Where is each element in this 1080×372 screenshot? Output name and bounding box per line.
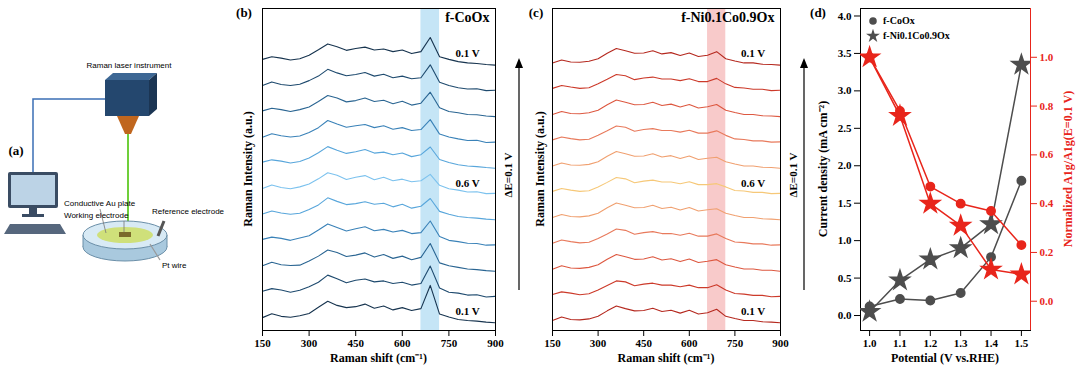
html-text:f-Ni0.1Co0.9Ox: f-Ni0.1Co0.9Ox xyxy=(883,30,950,41)
svg-text:2.5: 2.5 xyxy=(838,122,852,134)
html-text:(b): (b) xyxy=(236,4,252,20)
svg-text:Conductive Au plate: Conductive Au plate xyxy=(64,199,136,208)
svg-text:1.1: 1.1 xyxy=(893,337,907,349)
svg-text:600: 600 xyxy=(681,337,698,349)
svg-text:150: 150 xyxy=(254,337,271,349)
svg-text:1.4: 1.4 xyxy=(984,337,998,349)
svg-text:0.6 V: 0.6 V xyxy=(455,177,479,189)
svg-text:0.8: 0.8 xyxy=(1040,100,1054,112)
svg-text:0.0: 0.0 xyxy=(838,309,852,321)
svg-text:0.1 V: 0.1 V xyxy=(741,47,765,59)
html-text:Raman Intensity (a.u.): Raman Intensity (a.u.) xyxy=(533,111,547,227)
html-text:ΔE=0.1 V: ΔE=0.1 V xyxy=(501,152,514,198)
svg-text:3.5: 3.5 xyxy=(838,47,852,59)
html-text:Normalized A1g/A1g(E=0.1 V): Normalized A1g/A1g(E=0.1 V) xyxy=(1061,90,1075,248)
svg-text:0.1 V: 0.1 V xyxy=(741,305,765,317)
svg-text:1.3: 1.3 xyxy=(954,337,968,349)
svg-text:1.2: 1.2 xyxy=(923,337,937,349)
svg-text:f-Ni0.1Co0.9Ox: f-Ni0.1Co0.9Ox xyxy=(681,10,774,25)
svg-text:900: 900 xyxy=(772,337,789,349)
svg-text:0.1 V: 0.1 V xyxy=(455,47,479,59)
html-text:Raman shift (cm⁻¹): Raman shift (cm⁻¹) xyxy=(617,351,715,365)
html-text:(c): (c) xyxy=(528,4,544,20)
svg-text:2.0: 2.0 xyxy=(838,159,852,171)
html-text:(d): (d) xyxy=(810,4,826,20)
svg-text:0.1 V: 0.1 V xyxy=(455,305,479,317)
svg-text:750: 750 xyxy=(727,337,744,349)
svg-text:Reference electrode: Reference electrode xyxy=(152,207,225,216)
svg-text:1.0: 1.0 xyxy=(863,337,877,349)
svg-text:750: 750 xyxy=(441,337,458,349)
html-text:Raman shift (cm⁻¹): Raman shift (cm⁻¹) xyxy=(330,351,427,365)
svg-text:1.5: 1.5 xyxy=(838,197,852,209)
svg-text:300: 300 xyxy=(590,337,607,349)
html-text:f-CoOx: f-CoOx xyxy=(883,15,915,26)
svg-text:f-CoOx: f-CoOx xyxy=(445,10,489,25)
html-text:Potential (V vs.RHE): Potential (V vs.RHE) xyxy=(890,351,1000,365)
svg-text:4.0: 4.0 xyxy=(838,10,852,22)
svg-text:1.0: 1.0 xyxy=(838,234,852,246)
svg-text:450: 450 xyxy=(635,337,652,349)
svg-text:450: 450 xyxy=(347,337,364,349)
svg-text:0.6: 0.6 xyxy=(1040,148,1054,160)
svg-text:Raman laser instrument: Raman laser instrument xyxy=(87,61,173,70)
svg-text:0.5: 0.5 xyxy=(838,272,852,284)
html-text:Current density (mA cm⁻²): Current density (mA cm⁻²) xyxy=(816,100,830,238)
html-text:(a): (a) xyxy=(8,142,24,158)
svg-text:600: 600 xyxy=(394,337,411,349)
svg-text:900: 900 xyxy=(487,337,504,349)
html-text:ΔE=0.1 V: ΔE=0.1 V xyxy=(786,152,799,198)
svg-text:0.6 V: 0.6 V xyxy=(741,177,765,189)
svg-text:300: 300 xyxy=(301,337,318,349)
svg-text:0.0: 0.0 xyxy=(1040,295,1054,307)
html-text:Raman Intensity (a.u.): Raman Intensity (a.u.) xyxy=(241,111,255,227)
svg-text:1.0: 1.0 xyxy=(1040,51,1054,63)
svg-text:0.4: 0.4 xyxy=(1040,197,1054,209)
svg-text:Pt wire: Pt wire xyxy=(162,261,187,270)
svg-text:150: 150 xyxy=(544,337,561,349)
svg-text:3.0: 3.0 xyxy=(838,84,852,96)
svg-text:0.2: 0.2 xyxy=(1040,246,1054,258)
svg-text:Working electrode: Working electrode xyxy=(64,211,129,220)
svg-text:1.5: 1.5 xyxy=(1015,337,1029,349)
